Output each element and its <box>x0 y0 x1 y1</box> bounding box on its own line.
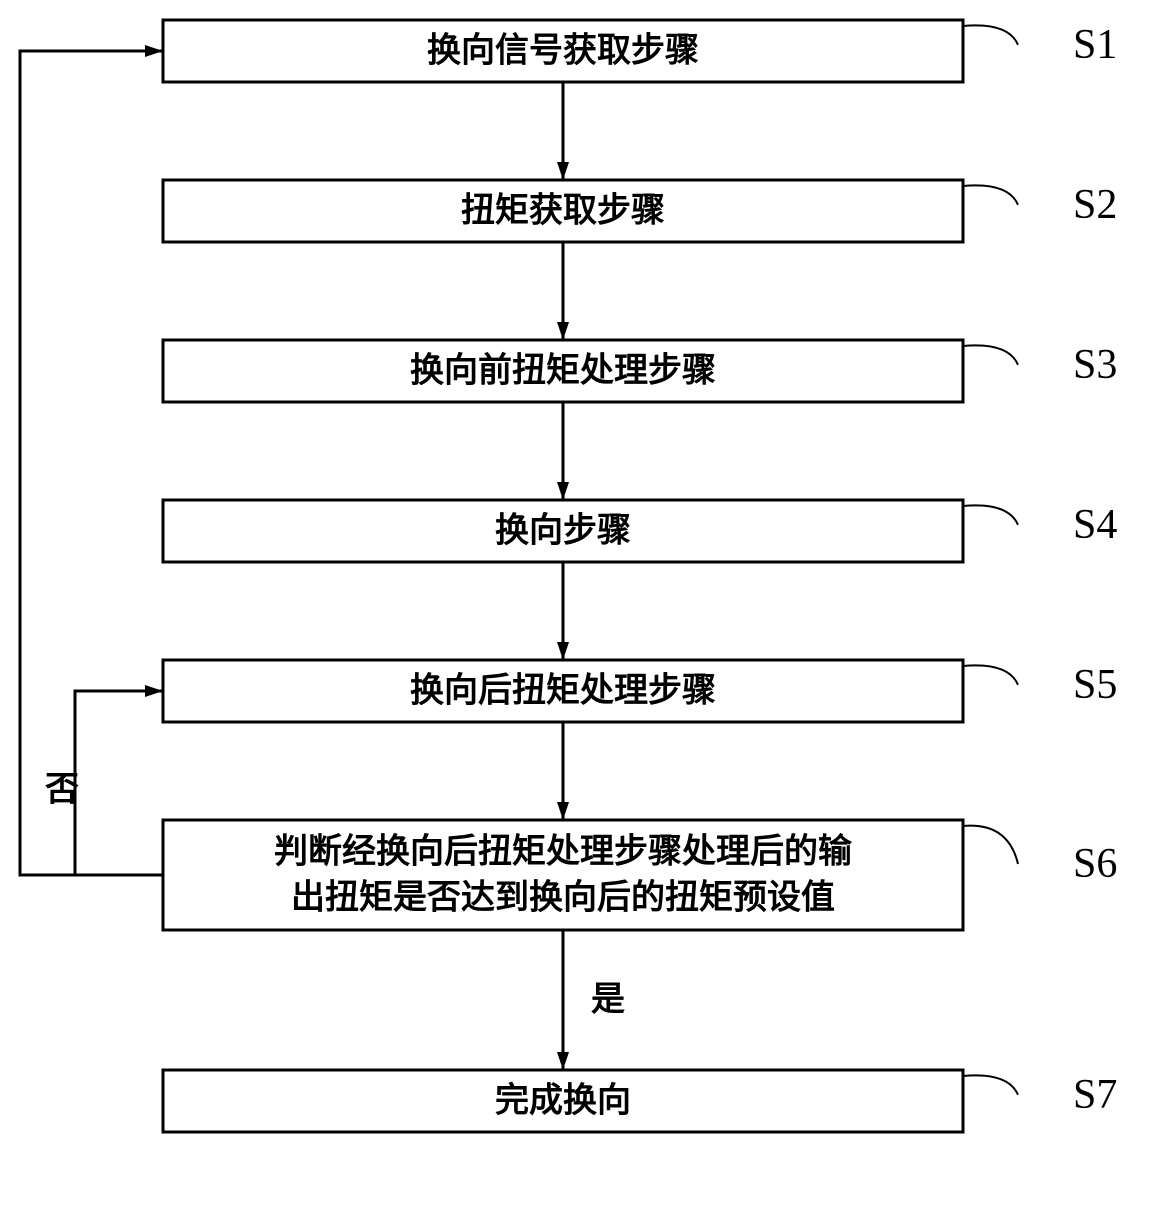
label-bracket <box>963 1075 1018 1094</box>
flow-step-text: 换向信号获取步骤 <box>427 32 699 70</box>
flow-step-text: 换向步骤 <box>495 512 631 550</box>
label-bracket <box>963 665 1018 684</box>
label-bracket <box>963 826 1018 864</box>
feedback-arrow <box>75 691 163 875</box>
flow-step-b3: 换向前扭矩处理步骤 S3 <box>163 340 1117 402</box>
step-label: S4 <box>1073 502 1117 548</box>
flow-step-b2: 扭矩获取步骤 S2 <box>163 180 1117 242</box>
flow-step-text: 判断经换向后扭矩处理步骤处理后的输 <box>274 833 853 871</box>
step-label: S5 <box>1073 662 1117 708</box>
label-bracket <box>963 185 1018 204</box>
label-bracket <box>963 505 1018 524</box>
flow-step-b1: 换向信号获取步骤 S1 <box>163 20 1117 82</box>
flow-step-text: 换向前扭矩处理步骤 <box>410 352 716 390</box>
step-label: S2 <box>1073 182 1117 228</box>
step-label: S7 <box>1073 1072 1117 1118</box>
flow-step-text: 完成换向 <box>495 1081 631 1120</box>
step-label: S1 <box>1073 22 1117 68</box>
flow-step-b5: 换向后扭矩处理步骤 S5 <box>163 660 1117 722</box>
step-label: S6 <box>1073 841 1117 887</box>
flow-step-text: 换向后扭矩处理步骤 <box>410 672 716 710</box>
flow-step-b7: 完成换向 S7 <box>163 1070 1117 1132</box>
flow-step-b4: 换向步骤 S4 <box>163 500 1117 562</box>
step-label: S3 <box>1073 342 1117 388</box>
feedback-label: 否 <box>45 772 79 809</box>
label-bracket <box>963 345 1018 364</box>
arrow-label: 是 <box>591 982 625 1019</box>
flow-step-text: 扭矩获取步骤 <box>461 192 665 230</box>
flow-step-b6: 判断经换向后扭矩处理步骤处理后的输出扭矩是否达到换向后的扭矩预设值 S6 <box>163 820 1117 930</box>
flow-step-text: 出扭矩是否达到换向后的扭矩预设值 <box>291 878 835 916</box>
label-bracket <box>963 25 1018 44</box>
feedback-arrow <box>20 51 163 875</box>
